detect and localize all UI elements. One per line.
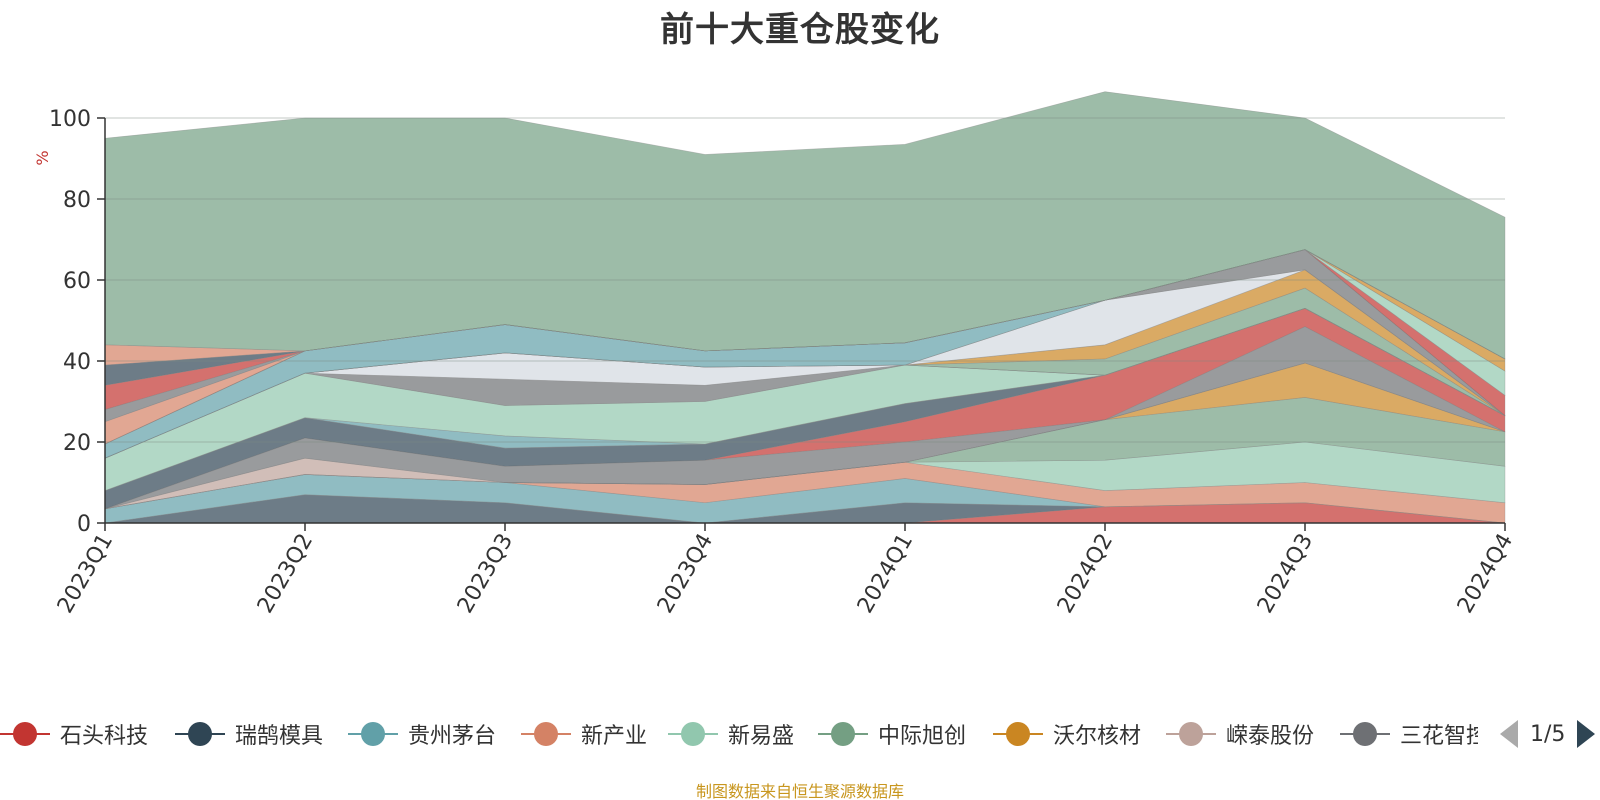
legend-label: 中际旭创: [878, 724, 967, 749]
x-tick-label: 2024Q3: [1253, 530, 1318, 618]
legend-label: 瑞鹄模具: [235, 724, 324, 749]
legend-label: 新易盛: [728, 724, 795, 749]
legend-item[interactable]: 沃尔核材: [993, 714, 1141, 754]
area-series-30[interactable]: [104, 91, 1506, 360]
legend-marker-icon: [993, 720, 1043, 748]
y-tick-label: 60: [63, 269, 91, 294]
legend-marker-icon: [348, 720, 398, 748]
y-axis-label: %: [33, 150, 52, 165]
legend-item[interactable]: 三花智控: [1340, 714, 1478, 754]
x-tick-label: 2023Q1: [53, 530, 118, 618]
legend-marker-icon: [521, 720, 571, 748]
legend-item[interactable]: 新产业: [521, 714, 647, 754]
legend-marker-icon: [175, 720, 225, 748]
y-tick-label: 20: [63, 431, 91, 456]
legend-item[interactable]: 贵州茅台: [348, 714, 496, 754]
legend-pager: 1/5: [1500, 716, 1596, 752]
y-tick-label: 40: [63, 350, 91, 375]
x-tick-label: 2024Q1: [853, 530, 918, 618]
x-tick-label: 2023Q4: [653, 530, 718, 618]
legend-marker-icon: [1166, 720, 1216, 748]
legend-label: 嵘泰股份: [1226, 724, 1315, 749]
grid-layer: [105, 117, 1505, 443]
legend-marker-icon: [0, 720, 50, 748]
x-tick-label: 2023Q2: [253, 530, 318, 618]
legend-page-indicator: 1/5: [1530, 721, 1566, 747]
legend-prev-icon[interactable]: [1500, 720, 1518, 748]
legend-marker-icon: [818, 720, 868, 748]
legend-item[interactable]: 瑞鹄模具: [175, 714, 323, 754]
y-tick-label: 100: [49, 107, 91, 132]
legend-label: 三花智控: [1400, 724, 1478, 749]
legend-item[interactable]: 新易盛: [668, 714, 794, 754]
x-tick-label: 2024Q4: [1453, 530, 1518, 618]
legend-label: 石头科技: [60, 724, 149, 749]
legend-label: 新产业: [581, 724, 648, 749]
source-note: 制图数据来自恒生聚源数据库: [695, 782, 904, 800]
legend-item[interactable]: 嵘泰股份: [1166, 714, 1314, 754]
legend-clip: 石头科技 瑞鹄模具 贵州茅台 新产业 新易盛 中际旭创 沃尔核材 嵘泰股份 三花智控: [0, 714, 1478, 754]
x-tick-label: 2024Q2: [1053, 530, 1118, 618]
legend-item[interactable]: 石头科技: [0, 714, 148, 754]
x-tick-label: 2023Q3: [453, 530, 518, 618]
legend-item[interactable]: 中际旭创: [818, 714, 966, 754]
y-tick-label: 0: [77, 512, 91, 537]
areas-layer: [104, 91, 1506, 524]
chart-title: 前十大重仓股变化: [660, 10, 940, 50]
legend-next-icon[interactable]: [1577, 720, 1596, 748]
y-tick-label: 80: [63, 188, 91, 213]
legend: 石头科技 瑞鹄模具 贵州茅台 新产业 新易盛 中际旭创 沃尔核材 嵘泰股份 三花智控 1/5: [0, 714, 1600, 754]
legend-label: 沃尔核材: [1053, 724, 1142, 749]
legend-marker-icon: [1340, 720, 1390, 748]
legend-marker-icon: [668, 720, 718, 748]
legend-label: 贵州茅台: [408, 724, 497, 749]
